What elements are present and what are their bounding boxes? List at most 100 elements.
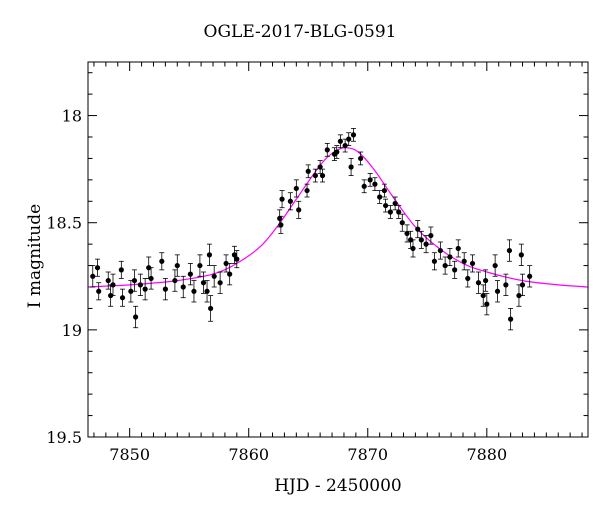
- data-point: [287, 198, 293, 204]
- data-point: [133, 314, 139, 320]
- data-point: [334, 149, 340, 155]
- data-point: [227, 271, 233, 277]
- data-point: [137, 282, 143, 288]
- data-point: [223, 260, 229, 267]
- data-point: [200, 280, 207, 286]
- data-point: [431, 258, 438, 264]
- data-point: [319, 172, 326, 179]
- x-tick-label: 7860: [228, 445, 269, 464]
- y-tick-label: 18.5: [46, 214, 82, 233]
- data-point: [461, 258, 467, 264]
- data-point: [348, 164, 354, 170]
- data-point: [324, 147, 330, 153]
- data-point: [358, 155, 364, 162]
- data-point: [396, 209, 402, 215]
- data-point: [437, 247, 443, 254]
- data-point: [469, 260, 476, 267]
- data-point: [428, 232, 434, 239]
- data-point: [317, 164, 323, 170]
- data-point: [465, 275, 471, 282]
- data-point: [367, 177, 373, 183]
- data-point: [204, 288, 210, 294]
- data-point: [118, 267, 124, 273]
- data-point: [305, 168, 311, 174]
- data-point: [148, 275, 154, 282]
- data-point: [518, 252, 524, 258]
- plot-frame: [87, 61, 589, 438]
- data-point: [361, 183, 367, 189]
- data-point: [442, 262, 448, 269]
- data-point: [415, 226, 421, 232]
- data-point: [418, 237, 424, 243]
- data-point: [423, 241, 429, 247]
- data-point: [346, 136, 352, 142]
- data-point: [503, 282, 509, 288]
- data-point: [410, 245, 416, 252]
- data-point: [455, 245, 461, 252]
- data-point: [312, 172, 318, 179]
- data-point: [519, 282, 526, 288]
- tick-labels: 7850 7860 7870 7880 18 18.5 19 19.5: [46, 107, 507, 464]
- data-point: [96, 288, 102, 294]
- x-tick-label: 7850: [109, 445, 150, 464]
- data-point: [475, 280, 482, 286]
- data-point: [342, 142, 348, 149]
- data-point: [90, 273, 96, 279]
- data-point: [383, 202, 389, 209]
- data-point: [480, 292, 486, 299]
- data-point: [484, 301, 490, 307]
- data-point: [381, 187, 388, 194]
- data-point: [131, 277, 138, 284]
- data-point: [337, 138, 343, 144]
- y-tick-label: 19: [62, 321, 82, 340]
- data-point: [105, 277, 111, 284]
- data-point: [172, 277, 178, 284]
- chart-title: OGLE-2017-BLG-0591: [203, 22, 397, 42]
- data-point: [162, 286, 168, 292]
- data-point: [217, 280, 223, 286]
- model-curve: [87, 147, 589, 288]
- model-curve-layer: [87, 147, 589, 288]
- data-point: [372, 181, 378, 187]
- y-axis-label: I magnitude: [25, 203, 45, 309]
- data-point: [174, 262, 180, 269]
- data-point: [404, 230, 410, 237]
- data-point: [377, 194, 383, 200]
- data-point: [94, 265, 101, 271]
- data-point: [187, 271, 193, 277]
- data-point: [180, 284, 186, 290]
- data-point: [494, 288, 501, 294]
- data-point: [387, 209, 393, 215]
- data-point: [197, 262, 203, 269]
- data-point: [279, 196, 285, 202]
- x-tick-label: 7870: [347, 445, 388, 464]
- y-tick-label: 19.5: [46, 428, 82, 447]
- data-point: [191, 288, 197, 294]
- data-point: [128, 288, 134, 294]
- data-point: [304, 187, 310, 194]
- data-point: [208, 305, 214, 312]
- data-point: [492, 262, 498, 269]
- data-point: [110, 282, 116, 288]
- data-point: [392, 200, 398, 207]
- data-point: [293, 185, 299, 192]
- data-point: [516, 292, 522, 299]
- x-axis-label: HJD - 2450000: [274, 476, 402, 496]
- data-point: [350, 132, 357, 138]
- data-point: [452, 267, 458, 273]
- data-point: [527, 273, 533, 279]
- data-point: [206, 252, 213, 258]
- data-point: [399, 220, 405, 226]
- data-point: [142, 286, 148, 292]
- y-tick-label: 18: [62, 107, 82, 126]
- data-point: [508, 316, 514, 322]
- x-tick-label: 7880: [466, 445, 507, 464]
- axis-ticks: [88, 62, 588, 438]
- data-point: [483, 277, 489, 284]
- data-point: [231, 252, 238, 258]
- data-point: [211, 273, 217, 279]
- data-point: [447, 254, 453, 260]
- data-point: [296, 207, 302, 213]
- data-points-layer: [90, 128, 533, 331]
